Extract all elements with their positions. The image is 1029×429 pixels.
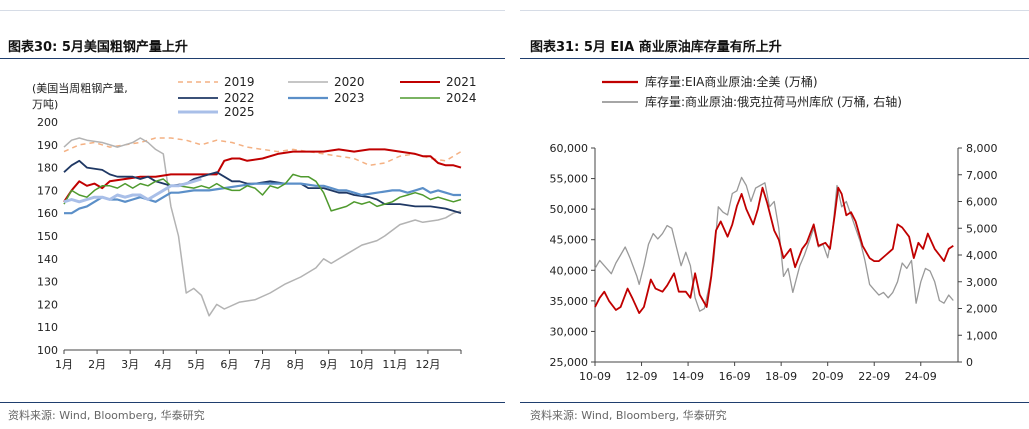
y2-tick-label: 7,000 [966,169,998,182]
x-tick-label: 10-09 [579,370,611,383]
x-tick-label: 12月 [415,358,440,371]
left-source: 资料来源: Wind, Bloomberg, 华泰研究 [8,409,205,422]
right-chart: 库存量:EIA商业原油:全美 (万桶) 库存量:商业原油:俄克拉荷马州库欣 (万桶… [550,74,998,383]
left-panel: 图表30: 5月美国粗钢产量上升 (美国当周粗钢产量, 万吨) 100 110 120 1… [0,0,505,429]
legend-label: 库存量:商业原油:俄克拉荷马州库欣 (万桶, 右轴) [645,94,902,109]
x-tick-label: 8月 [287,358,305,371]
y-tick-label: 160 [37,207,58,220]
series-line-2025 [63,177,202,204]
top-divider [0,10,505,11]
series-line-cushing [594,176,954,312]
x-tick-label: 3月 [121,358,139,371]
y-tick-label: 140 [37,253,58,266]
top-divider [520,10,1029,11]
right-panel: 图表31: 5月 EIA 商业原油库存量有所上升 库存量:EIA商业原油:全美 … [520,0,1029,429]
right-source: 资料来源: Wind, Bloomberg, 华泰研究 [530,409,727,422]
y2-tick-label: 2,000 [966,303,998,316]
y-tick-label: 180 [37,162,58,175]
title-rule [520,58,1029,59]
y-tick-label: 40,000 [550,264,589,277]
x-tick-label: 1月 [55,358,73,371]
y2-tick-label: 0 [966,356,973,369]
x-tick-label: 22-09 [858,370,890,383]
y-tick-label: 35,000 [550,295,589,308]
right-chart-title: 图表31: 5月 EIA 商业原油库存量有所上升 [530,40,782,55]
x-tick-label: 14-09 [672,370,704,383]
unit-label: (美国当周粗钢产量, [32,81,128,95]
y-tick-label: 120 [37,298,58,311]
y-tick-label: 130 [37,276,58,289]
y-tick-label: 170 [37,184,58,197]
x-tick-label: 18-09 [765,370,797,383]
x-tick-label: 7月 [254,358,272,371]
source-rule [520,402,1029,403]
y2-tick-label: 6,000 [966,196,998,209]
y2-tick-label: 8,000 [966,142,998,155]
source-rule [0,402,505,403]
legend-label: 2019 [224,75,255,89]
legend-label: 2025 [224,105,255,119]
left-chart: (美国当周粗钢产量, 万吨) 100 110 120 130 140 150 160 170 180… [32,75,477,371]
y-tick-label: 60,000 [550,142,589,155]
x-tick-label: 4月 [154,358,172,371]
y2-tick-label: 1,000 [966,329,998,342]
series-line-2020 [63,137,462,317]
legend-label: 2020 [334,75,365,89]
y-tick-label: 100 [37,344,58,357]
x-tick-label: 24-09 [905,370,937,383]
x-tick-label: 12-09 [626,370,658,383]
y2-tick-label: 4,000 [966,249,998,262]
series-line-eia-total [594,186,954,314]
y-tick-label: 55,000 [550,173,589,186]
y-tick-label: 25,000 [550,356,589,369]
y-tick-label: 200 [37,116,58,129]
legend-label: 2022 [224,91,255,105]
legend-label: 2023 [334,91,365,105]
series-line-2024 [63,173,462,212]
y-tick-label: 50,000 [550,203,589,216]
x-tick-label: 2月 [88,358,106,371]
y2-tick-label: 3,000 [966,276,998,289]
x-tick-label: 20-09 [812,370,844,383]
y-tick-label: 190 [37,139,58,152]
series-line-2023 [64,182,461,215]
y2-tick-label: 5,000 [966,222,998,235]
y-tick-label: 30,000 [550,325,589,338]
x-tick-label: 16-09 [719,370,751,383]
left-chart-title: 图表30: 5月美国粗钢产量上升 [8,40,188,55]
y-tick-label: 150 [37,230,58,243]
unit-label: 万吨) [32,98,58,111]
y-tick-label: 45,000 [550,234,589,247]
legend-label: 2024 [446,91,477,105]
x-tick-label: 6月 [220,358,238,371]
legend-label: 2021 [446,75,477,89]
x-tick-label: 9月 [320,358,338,371]
x-tick-label: 5月 [187,358,205,371]
series-line-2021 [63,148,462,203]
x-tick-label: 10月 [349,358,374,371]
y-tick-label: 110 [37,321,58,334]
series-line-2022 [63,159,462,215]
legend-label: 库存量:EIA商业原油:全美 (万桶) [645,74,818,89]
title-rule [0,58,505,59]
x-tick-label: 11月 [382,358,407,371]
